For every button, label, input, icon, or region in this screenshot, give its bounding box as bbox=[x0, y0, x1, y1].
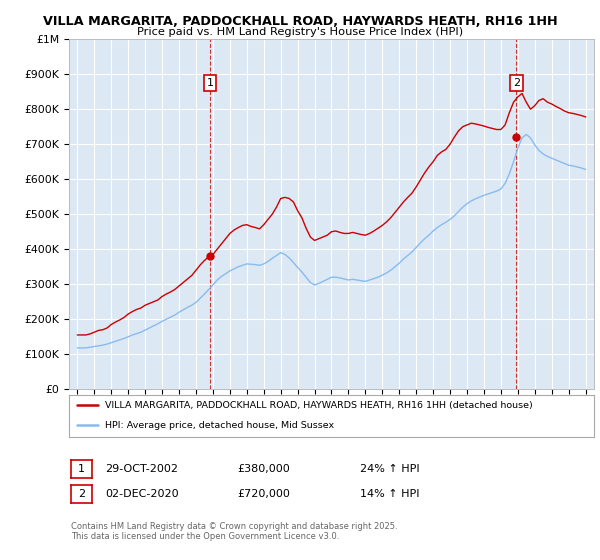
Text: Price paid vs. HM Land Registry's House Price Index (HPI): Price paid vs. HM Land Registry's House … bbox=[137, 27, 463, 37]
Text: 24% ↑ HPI: 24% ↑ HPI bbox=[360, 464, 419, 474]
Text: 2: 2 bbox=[513, 78, 520, 88]
Text: 29-OCT-2002: 29-OCT-2002 bbox=[105, 464, 178, 474]
Text: 1: 1 bbox=[206, 78, 214, 88]
Text: 1: 1 bbox=[78, 464, 85, 474]
Text: 02-DEC-2020: 02-DEC-2020 bbox=[105, 489, 179, 499]
Text: Contains HM Land Registry data © Crown copyright and database right 2025.
This d: Contains HM Land Registry data © Crown c… bbox=[71, 522, 397, 542]
Text: VILLA MARGARITA, PADDOCKHALL ROAD, HAYWARDS HEATH, RH16 1HH (detached house): VILLA MARGARITA, PADDOCKHALL ROAD, HAYWA… bbox=[105, 401, 532, 410]
Text: £720,000: £720,000 bbox=[237, 489, 290, 499]
Text: HPI: Average price, detached house, Mid Sussex: HPI: Average price, detached house, Mid … bbox=[105, 421, 334, 430]
Text: £380,000: £380,000 bbox=[237, 464, 290, 474]
Text: 14% ↑ HPI: 14% ↑ HPI bbox=[360, 489, 419, 499]
Text: VILLA MARGARITA, PADDOCKHALL ROAD, HAYWARDS HEATH, RH16 1HH: VILLA MARGARITA, PADDOCKHALL ROAD, HAYWA… bbox=[43, 15, 557, 28]
Text: 2: 2 bbox=[78, 489, 85, 499]
